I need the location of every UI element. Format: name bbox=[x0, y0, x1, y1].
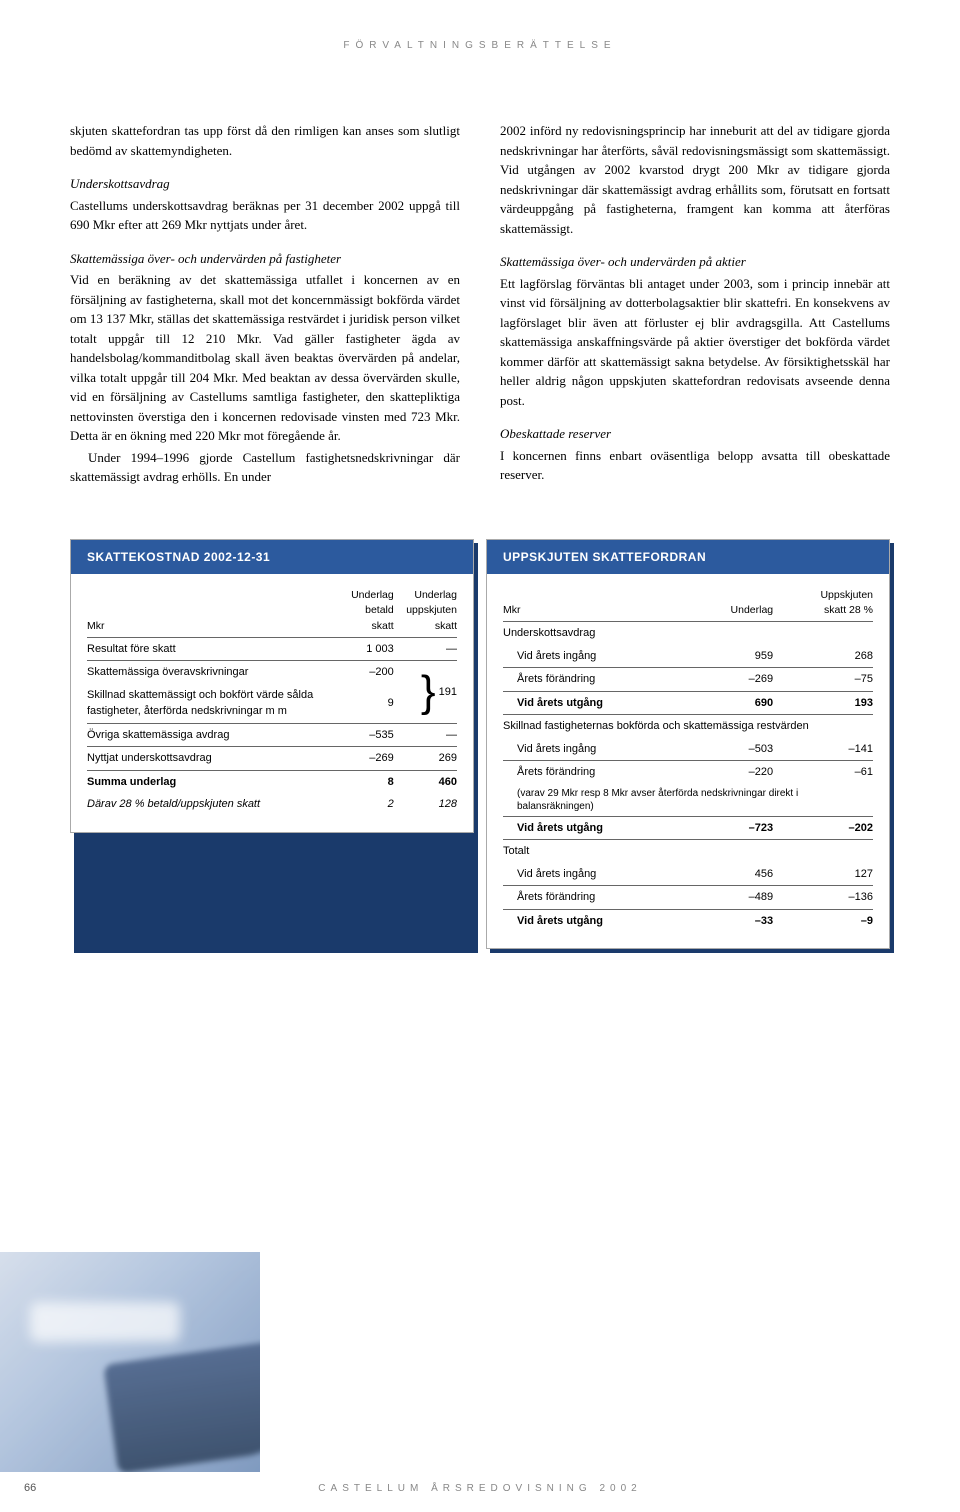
cell: –269 bbox=[346, 747, 394, 771]
cell: 269 bbox=[394, 747, 457, 771]
para: Castellums underskottsavdrag beräknas pe… bbox=[70, 196, 460, 235]
cell: –503 bbox=[692, 738, 773, 761]
cell: 128 bbox=[394, 793, 457, 816]
cell: Resultat före skatt bbox=[87, 637, 346, 661]
cell: 2 bbox=[346, 793, 394, 816]
heading: Obeskattade reserver bbox=[500, 424, 890, 444]
page: FÖRVALTNINGSBERÄTTELSE skjuten skattefor… bbox=[0, 0, 960, 1512]
para: Ett lagförslag förväntas bli antaget und… bbox=[500, 274, 890, 411]
header-title: FÖRVALTNINGSBERÄTTELSE bbox=[70, 40, 890, 51]
cell: Vid årets ingång bbox=[503, 645, 692, 668]
tables-row: SKATTEKOSTNAD 2002-12-31 Mkr Underlagbet… bbox=[70, 539, 890, 950]
col-h: Underlaguppskjuten skatt bbox=[394, 586, 457, 638]
section-label: Skillnad fastigheternas bokförda och ska… bbox=[503, 715, 873, 738]
brace-icon: } bbox=[421, 667, 436, 716]
cell: Skattemässiga överavskrivningar bbox=[87, 661, 346, 684]
heading: Skattemässiga över- och undervärden på f… bbox=[70, 249, 460, 269]
cell: 268 bbox=[773, 645, 873, 668]
cell: –33 bbox=[692, 909, 773, 932]
cell: 127 bbox=[773, 863, 873, 886]
cell: Vid årets utgång bbox=[503, 691, 692, 715]
cell: Övriga skattemässiga avdrag bbox=[87, 723, 346, 747]
section-label: Totalt bbox=[503, 840, 873, 863]
note: (varav 29 Mkr resp 8 Mkr avser återförda… bbox=[503, 784, 873, 817]
footer: CASTELLUM ÅRSREDOVISNING 2002 bbox=[0, 1483, 960, 1494]
col-h: Mkr bbox=[503, 586, 692, 622]
right-column: 2002 införd ny redovisningsprincip har i… bbox=[500, 121, 890, 489]
cell: 460 bbox=[394, 770, 457, 793]
cell: –141 bbox=[773, 738, 873, 761]
cell: Årets förändring bbox=[503, 668, 692, 692]
cell: –200 bbox=[346, 661, 394, 684]
table1: Mkr Underlagbetald skatt Underlaguppskju… bbox=[87, 586, 457, 816]
cell: Vid årets utgång bbox=[503, 909, 692, 932]
cell: Årets förändring bbox=[503, 886, 692, 910]
cell: –202 bbox=[773, 816, 873, 840]
cell: –489 bbox=[692, 886, 773, 910]
cell: –269 bbox=[692, 668, 773, 692]
cell: Skillnad skattemässigt och bokfört värde… bbox=[87, 684, 346, 724]
cell: 959 bbox=[692, 645, 773, 668]
decorative-photo bbox=[0, 1252, 260, 1472]
cell: 690 bbox=[692, 691, 773, 715]
cell: Vid årets utgång bbox=[503, 816, 692, 840]
cell: — bbox=[394, 637, 457, 661]
cell: Vid årets ingång bbox=[503, 863, 692, 886]
cell: –220 bbox=[692, 761, 773, 784]
para: skjuten skattefordran tas upp först då d… bbox=[70, 121, 460, 160]
table1-title: SKATTEKOSTNAD 2002-12-31 bbox=[71, 540, 473, 574]
heading: Underskottsavdrag bbox=[70, 174, 460, 194]
col-h: Mkr bbox=[87, 586, 346, 638]
col-h: Uppskjutenskatt 28 % bbox=[773, 586, 873, 622]
table2-panel: UPPSKJUTEN SKATTEFORDRAN Mkr Underlag Up… bbox=[486, 539, 890, 950]
cell: — bbox=[394, 723, 457, 747]
table2: Mkr Underlag Uppskjutenskatt 28 % Unders… bbox=[503, 586, 873, 933]
cell: 193 bbox=[773, 691, 873, 715]
cell: Årets förändring bbox=[503, 761, 692, 784]
col-h: Underlag bbox=[692, 586, 773, 622]
table1-panel: SKATTEKOSTNAD 2002-12-31 Mkr Underlagbet… bbox=[70, 539, 474, 950]
cell: Vid årets ingång bbox=[503, 738, 692, 761]
cell: 8 bbox=[346, 770, 394, 793]
cell: –9 bbox=[773, 909, 873, 932]
body-columns: skjuten skattefordran tas upp först då d… bbox=[70, 121, 890, 489]
cell: –535 bbox=[346, 723, 394, 747]
cell: Därav 28 % betald/uppskjuten skatt bbox=[87, 793, 346, 816]
heading: Skattemässiga över- och undervärden på a… bbox=[500, 252, 890, 272]
col-h: Underlagbetald skatt bbox=[346, 586, 394, 638]
cell: –136 bbox=[773, 886, 873, 910]
table2-title: UPPSKJUTEN SKATTEFORDRAN bbox=[487, 540, 889, 574]
para: Under 1994–1996 gjorde Castellum fastigh… bbox=[70, 448, 460, 487]
cell: 1 003 bbox=[346, 637, 394, 661]
cell: –75 bbox=[773, 668, 873, 692]
section-label: Underskottsavdrag bbox=[503, 622, 873, 645]
left-column: skjuten skattefordran tas upp först då d… bbox=[70, 121, 460, 489]
cell: Nyttjat underskottsavdrag bbox=[87, 747, 346, 771]
cell: –61 bbox=[773, 761, 873, 784]
cell: } 191 bbox=[394, 661, 457, 724]
cell: 456 bbox=[692, 863, 773, 886]
para: I koncernen finns enbart oväsentliga bel… bbox=[500, 446, 890, 485]
cell: Summa underlag bbox=[87, 770, 346, 793]
para: 2002 införd ny redovisningsprincip har i… bbox=[500, 121, 890, 238]
cell: –723 bbox=[692, 816, 773, 840]
para: Vid en beräkning av det skattemässiga ut… bbox=[70, 270, 460, 446]
cell: 9 bbox=[346, 684, 394, 724]
